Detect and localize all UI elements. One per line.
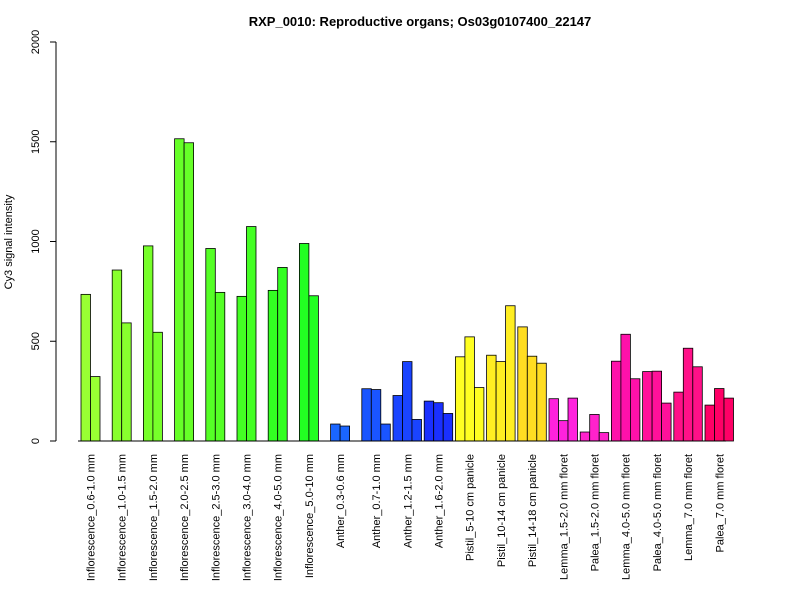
x-tick-label: Anther_1.6-2.0 mm <box>433 454 445 548</box>
bar <box>214 291 226 442</box>
bar <box>486 354 497 442</box>
bar <box>370 389 382 442</box>
bar <box>598 432 610 442</box>
bar <box>692 366 703 442</box>
bar <box>442 413 454 442</box>
bar <box>714 388 725 442</box>
bar <box>277 267 288 442</box>
x-tick-label: Lemma_1.5-2.0 mm floret <box>558 454 570 580</box>
x-tick-label: Inflorescence_1.0-1.5 mm <box>117 454 129 581</box>
x-tick-label: Inflorescence_4.0-5.0 mm <box>273 454 285 581</box>
bar <box>433 402 444 442</box>
bar <box>174 138 185 442</box>
bar <box>111 269 123 442</box>
bar <box>142 245 154 442</box>
x-tick-label: Inflorescence_3.0-4.0 mm <box>242 454 254 581</box>
bar <box>339 425 351 442</box>
bar <box>308 295 319 442</box>
bar <box>380 423 391 442</box>
bar <box>558 420 569 442</box>
bar <box>704 404 715 442</box>
bar <box>517 326 528 442</box>
chart-title: RXP_0010: Reproductive organs; Os03g0107… <box>249 14 592 29</box>
x-tick-label: Pistil_14-18 cm panicle <box>527 454 539 567</box>
x-tick-label: Inflorescence_2.5-3.0 mm <box>210 454 222 581</box>
bar <box>152 331 163 442</box>
bar <box>411 419 422 442</box>
bar <box>267 289 279 442</box>
bar <box>589 414 600 442</box>
x-tick-label: Palea_4.0-5.0 mm floret <box>652 454 664 571</box>
bar <box>392 395 403 442</box>
bar <box>651 370 662 442</box>
bar <box>330 423 341 442</box>
bar <box>579 431 591 442</box>
x-tick-label: Palea_1.5-2.0 mm floret <box>589 454 601 571</box>
bar <box>402 361 413 442</box>
bar <box>495 361 507 442</box>
x-tick-label: Lemma_7.0 mm floret <box>683 454 695 561</box>
x-tick-label: Anther_0.7-1.0 mm <box>371 454 383 548</box>
bar <box>236 295 247 442</box>
y-axis-label: Cy3 signal intensity <box>3 194 15 289</box>
bar <box>464 336 475 442</box>
y-tick-label: 1500 <box>30 130 42 154</box>
x-tick-label: Inflorescence_5.0-10 mm <box>304 454 316 578</box>
bar <box>642 371 653 442</box>
bar <box>505 305 516 442</box>
bar <box>536 362 547 442</box>
x-tick-label: Anther_1.2-1.5 mm <box>402 454 414 548</box>
bar <box>473 387 485 442</box>
y-tick-label: 0 <box>30 438 42 444</box>
bar <box>620 333 631 442</box>
x-tick-label: Lemma_4.0-5.0 mm floret <box>621 454 633 580</box>
bar <box>183 142 195 442</box>
bar <box>423 400 435 442</box>
bar <box>548 398 559 442</box>
bars <box>80 138 734 442</box>
bar <box>298 243 310 442</box>
x-tick-label: Pistil_5-10 cm panicle <box>465 454 477 561</box>
x-tick-label: Inflorescence_0.6-1.0 mm <box>86 454 98 581</box>
bar <box>454 356 466 442</box>
bar <box>90 376 101 442</box>
y-axis: 0 500 1000 1500 2000 <box>30 30 57 444</box>
bar <box>630 378 641 442</box>
bar <box>567 397 578 442</box>
bar <box>682 347 694 442</box>
x-tick-label: Anther_0.3-0.6 mm <box>335 454 347 548</box>
x-tick-label: Inflorescence_2.0-2.5 mm <box>179 454 191 581</box>
y-tick-label: 2000 <box>30 30 42 54</box>
bar <box>80 293 91 442</box>
bar <box>246 226 257 442</box>
bar <box>673 391 684 442</box>
bar <box>723 397 734 442</box>
bar <box>611 360 622 442</box>
y-tick-label: 500 <box>30 332 42 350</box>
x-tick-label: Pistil_10-14 cm panicle <box>496 454 508 567</box>
bar <box>205 248 216 442</box>
x-tick-label: Inflorescence_1.5-2.0 mm <box>148 454 160 581</box>
x-axis-labels: Inflorescence_0.6-1.0 mm Inflorescence_1.… <box>86 454 727 581</box>
bar <box>661 402 672 442</box>
y-tick-label: 1000 <box>30 229 42 253</box>
bar <box>121 322 132 442</box>
x-tick-label: Palea_7.0 mm floret <box>714 454 726 552</box>
bar <box>361 388 372 442</box>
bar <box>526 355 538 442</box>
